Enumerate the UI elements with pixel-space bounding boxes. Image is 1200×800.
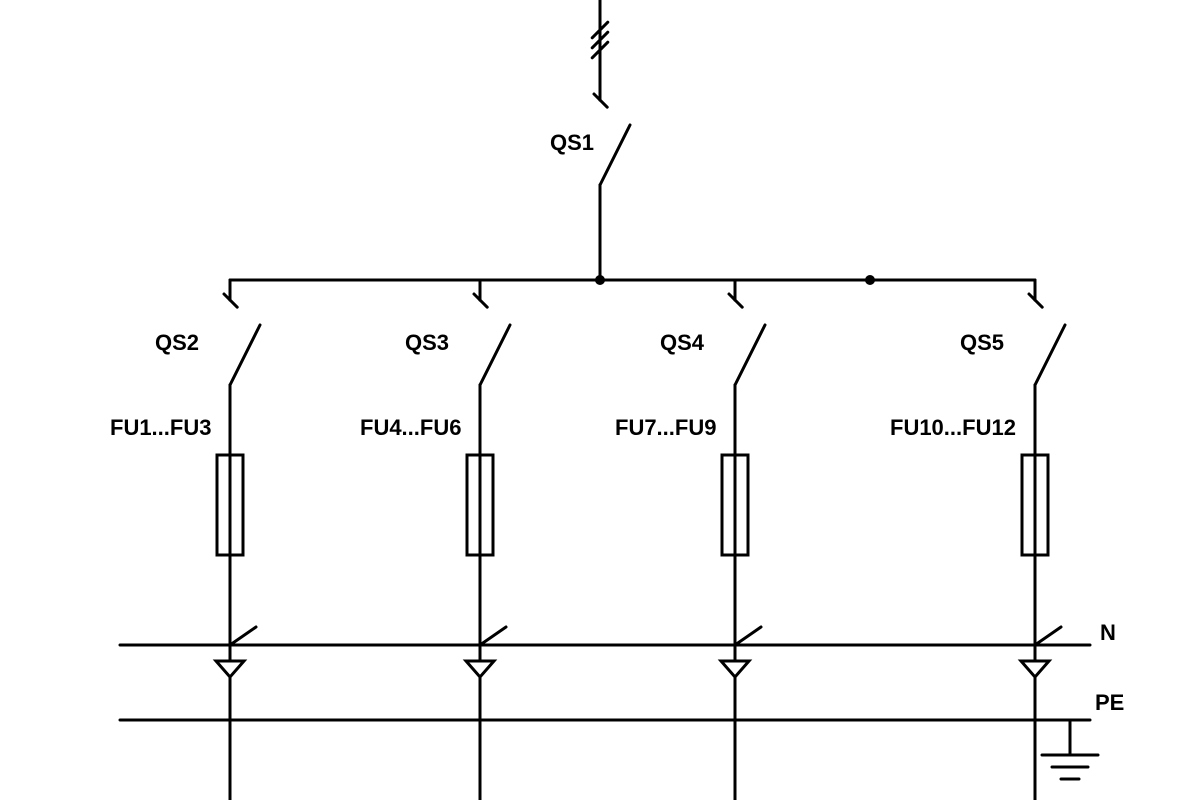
single-line-diagram: QS1 QS2 FU1...FU3 QS3 FU4...FU6 QS4 FU7...FU9 Q… — [0, 0, 1200, 800]
isolator-qs5 — [1029, 282, 1065, 389]
label-qs2: QS2 — [155, 330, 199, 355]
label-qs4: QS4 — [660, 330, 705, 355]
fuse-1 — [217, 455, 243, 555]
label-fuse-4: FU10...FU12 — [890, 415, 1016, 440]
label-fuse-1: FU1...FU3 — [110, 415, 211, 440]
bus-node — [595, 275, 605, 285]
fuse-4 — [1022, 455, 1048, 555]
label-n-bus: N — [1100, 620, 1116, 645]
label-pe-bus: PE — [1095, 690, 1124, 715]
n-tap-arrow — [1021, 661, 1049, 677]
bus-node — [865, 275, 875, 285]
label-qs3: QS3 — [405, 330, 449, 355]
label-qs5: QS5 — [960, 330, 1004, 355]
n-tap-arrow — [216, 661, 244, 677]
isolator-qs1 — [594, 82, 630, 189]
fuse-2 — [467, 455, 493, 555]
n-tap-arrow — [721, 661, 749, 677]
isolator-qs4 — [729, 282, 765, 389]
label-fuse-2: FU4...FU6 — [360, 415, 461, 440]
label-fuse-3: FU7...FU9 — [615, 415, 716, 440]
isolator-qs2 — [224, 282, 260, 389]
isolator-qs3 — [474, 282, 510, 389]
label-qs1: QS1 — [550, 130, 594, 155]
n-tap-arrow — [466, 661, 494, 677]
fuse-3 — [722, 455, 748, 555]
